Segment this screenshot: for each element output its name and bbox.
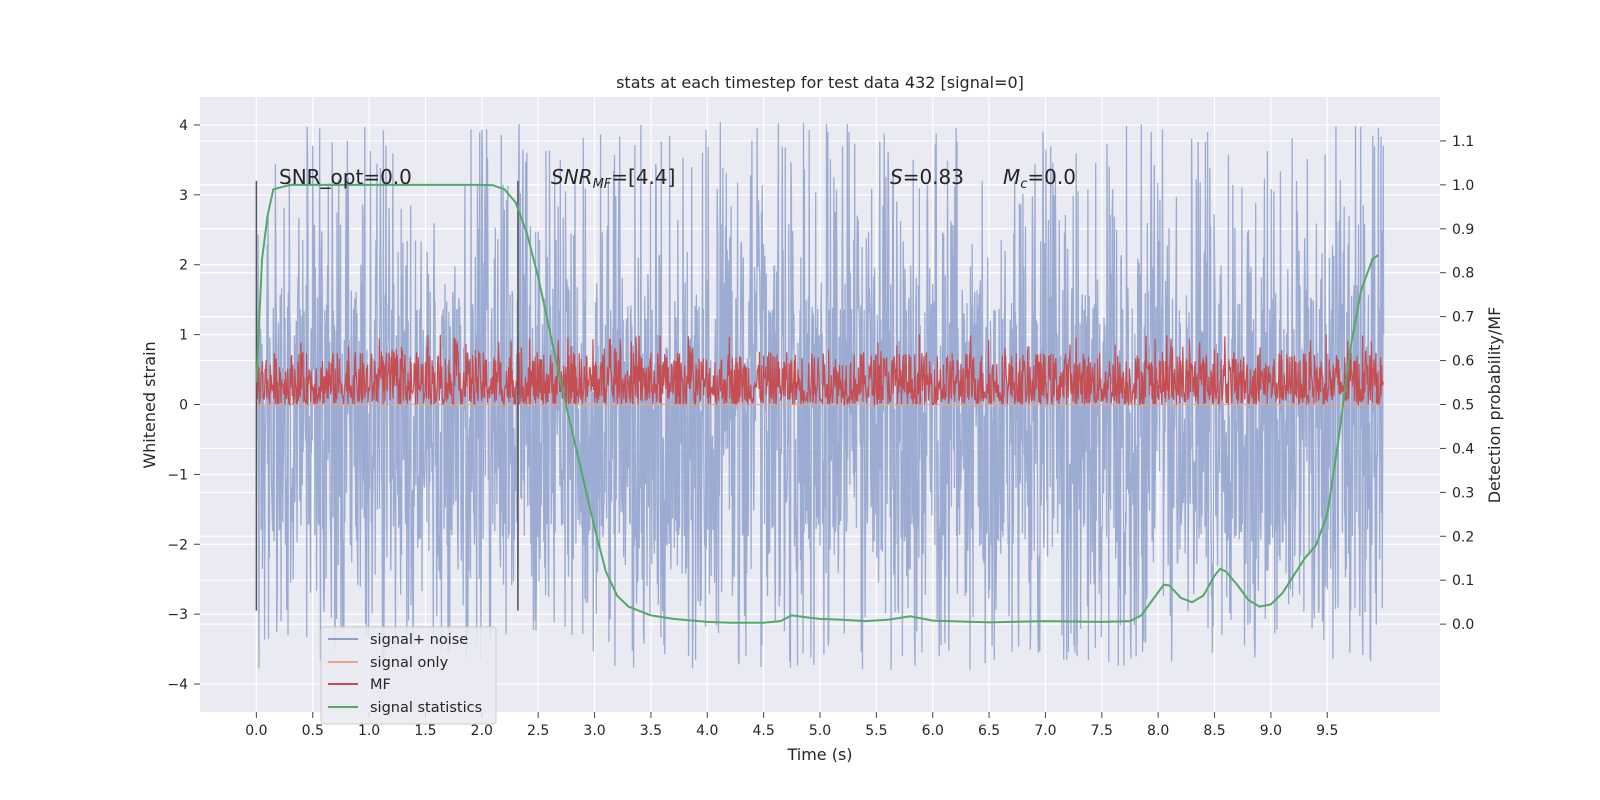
series-signal-statistics xyxy=(255,183,1379,624)
x-tick-label: 5.5 xyxy=(865,723,887,739)
x-tick-label: 3.5 xyxy=(640,723,662,739)
y-axis-label-left: Whitened strain xyxy=(140,341,159,468)
x-tick-label: 0.0 xyxy=(245,723,267,739)
y-right-tick-label: 1.0 xyxy=(1452,178,1474,194)
legend-label-signal-noise: signal+ noise xyxy=(370,632,468,648)
x-tick-label: 6.5 xyxy=(978,723,1000,739)
y-left-tick-label: 3 xyxy=(179,188,188,204)
x-tick-label: 4.5 xyxy=(753,723,775,739)
x-tick-label: 1.0 xyxy=(358,723,380,739)
annotation-snr-mf: SNRMF=[4.4] xyxy=(551,165,675,192)
x-tick-label: 6.0 xyxy=(922,723,944,739)
legend: signal+ noise signal only MF signal stat… xyxy=(320,626,497,725)
series-mf xyxy=(255,334,1385,407)
series-signal-noise xyxy=(255,121,1385,670)
x-tick-label: 7.0 xyxy=(1034,723,1056,739)
x-tick-label: 9.0 xyxy=(1260,723,1282,739)
y-left-tick-label: −3 xyxy=(167,607,188,623)
x-tick-label: 4.0 xyxy=(696,723,718,739)
x-tick-label: 0.5 xyxy=(302,723,324,739)
x-tick-label: 2.0 xyxy=(471,723,493,739)
y-left-tick-label: 4 xyxy=(179,118,188,134)
y-right-tick-label: 0.0 xyxy=(1452,617,1474,633)
y-right-tick-label: 0.3 xyxy=(1452,485,1474,501)
y-left-tick-label: −4 xyxy=(167,677,188,693)
y-right-tick-label: 1.1 xyxy=(1452,134,1474,150)
y-left-tick-label: 2 xyxy=(179,258,188,274)
y-right-tick-label: 0.5 xyxy=(1452,398,1474,414)
line-signal-noise xyxy=(255,121,1385,670)
x-tick-label: 5.0 xyxy=(809,723,831,739)
y-right-tick-label: 0.1 xyxy=(1452,573,1474,589)
x-tick-label: 2.5 xyxy=(527,723,549,739)
annotation-snr-opt: SNR_opt=0.0 xyxy=(279,165,412,189)
y-right-tick-label: 0.7 xyxy=(1452,310,1474,326)
legend-box xyxy=(320,626,497,725)
legend-label-signal-statistics: signal statistics xyxy=(370,700,482,716)
legend-label-mf: MF xyxy=(370,677,391,693)
vertical-markers xyxy=(255,180,519,611)
y-right-tick-label: 0.6 xyxy=(1452,354,1474,370)
y-right-tick-label: 0.8 xyxy=(1452,266,1474,282)
y-right-tick-label: 0.4 xyxy=(1452,441,1474,457)
annotation-mc: Mc=0.0 xyxy=(1003,165,1076,192)
x-tick-label: 7.5 xyxy=(1091,723,1113,739)
x-tick-label: 1.5 xyxy=(414,723,436,739)
y-left-tick-label: −2 xyxy=(167,537,188,553)
x-axis-label: Time (s) xyxy=(786,745,852,764)
x-tick-label: 9.5 xyxy=(1316,723,1338,739)
x-tick-label: 8.0 xyxy=(1147,723,1169,739)
legend-label-signal-only: signal only xyxy=(370,655,449,671)
annotation-s: S=0.83 xyxy=(890,165,964,189)
y-left-tick-label: 1 xyxy=(179,328,188,344)
y-right-tick-label: 0.9 xyxy=(1452,222,1474,238)
y-left-tick-label: 0 xyxy=(179,398,188,414)
line-mf xyxy=(255,334,1385,407)
x-tick-label: 3.0 xyxy=(583,723,605,739)
axis-ticks: 0.0 0.5 1.0 1.5 2.0 2.5 3.0 3.5 4.0 4.5 5.0 5.5 6.0 6… xyxy=(167,118,1474,739)
chart-title: stats at each timestep for test data 432… xyxy=(616,73,1024,92)
x-tick-label: 8.5 xyxy=(1203,723,1225,739)
y-axis-label-right: Detection probability/MF xyxy=(1485,307,1504,504)
line-signal-statistics xyxy=(255,183,1379,624)
y-right-tick-label: 0.2 xyxy=(1452,529,1474,545)
y-left-tick-label: −1 xyxy=(167,467,188,483)
